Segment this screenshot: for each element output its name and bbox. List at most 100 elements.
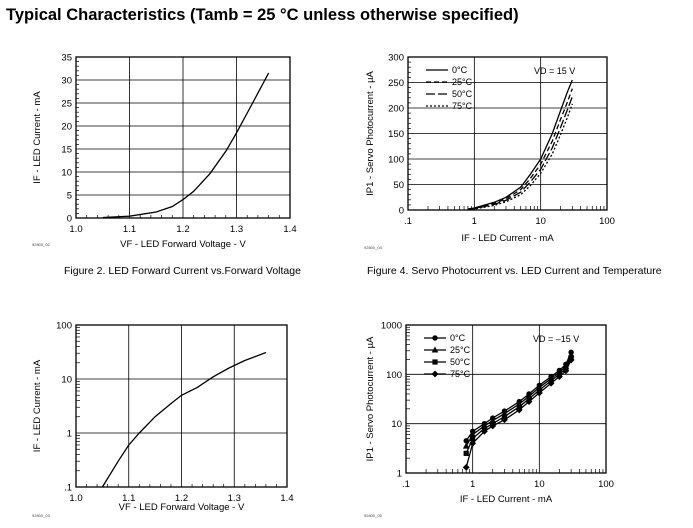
x-tick-label: 1.2 [176,224,189,235]
y-tick-label: 15 [61,145,72,156]
y-tick-label: 1 [397,469,402,480]
data-point-diamond [431,370,439,378]
series-line-0C [467,79,573,210]
data-point-diamond [515,406,523,414]
data-point-square [432,359,438,365]
series-line-50C [467,96,573,211]
data-point-diamond [489,422,497,430]
x-tick-label: 1 [470,479,475,490]
data-point-diamond [469,439,477,447]
legend: 0°C 25°C 50°C 75°C [426,65,473,111]
y-tick-label: 1 [67,429,72,440]
y-tick-label: 10 [61,168,72,179]
y-tick-label: 300 [388,53,404,64]
data-point-diamond [555,373,563,381]
plot-frame [75,324,288,488]
legend-label: 0°C [450,333,466,343]
gridlines [75,324,288,488]
page-title: Typical Characteristics (Tamb = 25 °C un… [6,6,519,24]
x-tick-label: 100 [598,479,614,490]
series-line-1 [101,351,267,488]
figure-tag: 92800_03 [32,513,51,518]
data-point-diamond [567,356,575,364]
y-tick-label: 25 [61,99,72,110]
minor-ticks [408,61,605,210]
y-axis-label: IP1 - Servo Photocurrent - µA [365,336,376,461]
condition-annotation: VD = –15 V [533,334,579,344]
y-axis-label: IP1 - Servo Photocurrent - µA [365,70,376,195]
chart-tl-group: 1.0 1.1 1.2 1.3 1.4 0 5 10 15 20 25 30 35 VF - LED Fo… [32,53,297,251]
y-tick-label: 50 [393,180,404,191]
y-tick-label: 150 [388,129,404,140]
figure-tag: 92800_04 [364,245,383,250]
y-tick-label: 100 [388,155,404,166]
x-axis-label: IF - LED Current - mA [461,233,554,244]
y-tick-label: 5 [67,191,72,202]
x-tick-label: 1.1 [123,224,136,235]
x-tick-label: 100 [599,216,615,227]
condition-annotation: VD = 15 V [534,66,575,76]
y-tick-label: 250 [388,78,404,89]
x-tick-label: 1.2 [175,493,188,504]
y-tick-label: .1 [64,483,72,494]
x-tick-label: 1.0 [69,224,82,235]
data-point-diamond [480,427,488,435]
minor-ticks [76,327,277,487]
x-tick-label: 1.0 [69,493,82,504]
series-line-75C [467,103,573,211]
legend-label: 75°C [450,369,471,379]
figure-tag: 92800_02 [32,242,51,247]
figure-tag: 92800_05 [364,513,383,518]
data-point-diamond [535,389,543,397]
gridlines [75,56,291,219]
minor-ticks [76,61,280,218]
gridlines [405,324,607,474]
y-tick-label: 0 [399,206,404,217]
series-line-1 [102,72,270,219]
x-tick-label: 1.3 [230,224,243,235]
chart-tr-group: .1 1 10 100 0 50 100 150 200 250 300 IF - LED Curre… [364,53,615,251]
legend: 0°C 25°C 50°C 75°C [424,333,471,379]
y-tick-label: 35 [61,53,72,64]
legend-label: 25°C [450,345,471,355]
x-tick-label: .1 [402,479,410,490]
legend-label: 75°C [452,101,473,111]
y-tick-label: 100 [386,370,402,381]
y-tick-label: 100 [56,321,72,332]
figure-4-caption: Figure 4. Servo Photocurrent vs. LED Cur… [367,265,662,277]
gridlines [407,56,608,211]
y-tick-label: 20 [61,122,72,133]
y-tick-label: 0 [67,214,72,225]
x-tick-label: 10 [535,216,546,227]
x-tick-label: 1.3 [228,493,241,504]
x-tick-label: 1.1 [122,493,135,504]
data-point-triangle [431,346,439,353]
data-point-diamond [547,379,555,387]
x-tick-label: 1.4 [280,493,293,504]
legend-label: 50°C [452,89,473,99]
data-point-square [463,450,469,456]
plot-frame [75,56,291,219]
plot-frame [407,56,608,211]
data-point-triangle [462,442,470,449]
series-line-25C [467,88,573,210]
legend-label: 25°C [452,77,473,87]
y-tick-label: 200 [388,104,404,115]
y-tick-label: 30 [61,76,72,87]
y-tick-label: 1000 [381,321,402,332]
x-axis-label: VF - LED Forward Voltage - V [119,502,245,513]
x-tick-label: 10 [534,479,545,490]
data-point-diamond [501,416,508,424]
x-axis-label: VF - LED Forward Voltage - V [120,239,246,250]
legend-label: 50°C [450,357,471,367]
x-tick-label: .1 [404,216,412,227]
x-tick-label: 1 [472,216,477,227]
y-axis-label: IF - LED Current - mA [32,359,43,452]
minor-ticks [406,326,604,473]
y-tick-label: 10 [391,419,402,430]
data-point-diamond [525,398,533,406]
figure-2-caption: Figure 2. LED Forward Current vs.Forward… [64,265,301,277]
y-axis-label: IF - LED Current - mA [32,91,43,184]
